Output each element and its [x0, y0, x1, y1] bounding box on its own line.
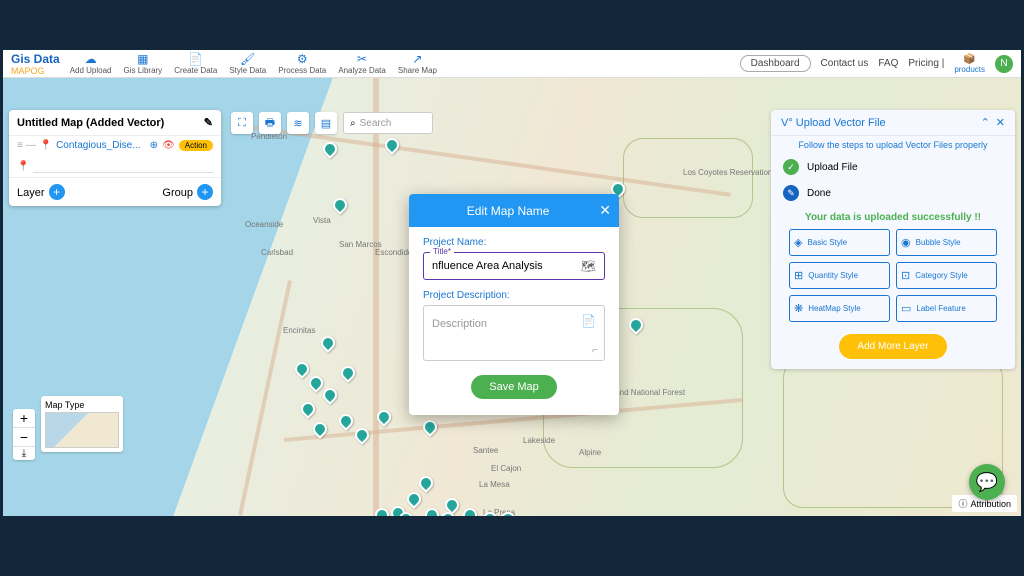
map-pin[interactable]	[330, 195, 350, 215]
place-label: El Cajon	[491, 464, 521, 473]
user-avatar[interactable]: N	[995, 55, 1013, 73]
place-label: Alpine	[579, 448, 601, 457]
fullscreen-icon[interactable]: ⛶	[231, 112, 253, 134]
place-label: Carlsbad	[261, 248, 293, 257]
zoom-control: + − ⤓	[13, 409, 35, 460]
check-icon: ✓	[783, 159, 799, 175]
collapse-icon[interactable]: ⌃	[981, 117, 990, 129]
logo: Gis Data MAPOG	[11, 52, 64, 76]
map-canvas[interactable]: PendletonOceansideVistaCarlsbadSan Marco…	[3, 78, 1021, 516]
place-label: Vista	[313, 216, 331, 225]
map-type-selector[interactable]: Map Type	[41, 396, 123, 452]
map-pin[interactable]	[320, 385, 340, 405]
modal-title: Edit Map Name	[417, 204, 599, 218]
add-group-button[interactable]: Group+	[162, 184, 213, 200]
title-input[interactable]	[432, 260, 581, 272]
top-toolbar: Gis Data MAPOG ☁Add Upload ▦Gis Library 📄C…	[3, 50, 1021, 78]
close-panel-icon[interactable]: ✕	[996, 117, 1005, 129]
visibility-icon[interactable]: 👁	[162, 140, 175, 151]
map-pin[interactable]	[420, 417, 440, 437]
action-badge[interactable]: Action	[179, 140, 213, 151]
upload-panel: V° Upload Vector File ⌃ ✕ Follow the step…	[771, 110, 1015, 369]
zoom-reset-button[interactable]: ⤓	[13, 447, 35, 460]
place-label: La Mesa	[479, 480, 510, 489]
measure-icon[interactable]: ≋	[287, 112, 309, 134]
layers-icon[interactable]: ▤	[315, 112, 337, 134]
toolbar-process-data[interactable]: ⚙Process Data	[278, 52, 326, 75]
map-pin[interactable]	[298, 399, 318, 419]
search-input[interactable]: ⌕ Search	[343, 112, 433, 134]
print-icon[interactable]: 🖶	[259, 112, 281, 134]
toolbar-share-map[interactable]: ↗Share Map	[398, 52, 437, 75]
toolbar-create-data[interactable]: 📄Create Data	[174, 52, 217, 75]
place-label: Oceanside	[245, 220, 283, 229]
style-quantity-style[interactable]: ⊞Quantity Style	[789, 262, 890, 289]
map-pin[interactable]	[404, 489, 424, 509]
title-field[interactable]: Title* 🗺	[423, 252, 605, 280]
map-pin[interactable]	[422, 505, 442, 516]
zoom-layer-icon[interactable]: ⊕	[150, 140, 158, 151]
map-pin[interactable]	[292, 359, 312, 379]
project-desc-label: Project Description:	[423, 290, 605, 301]
place-label: Los Coyotes Reservation	[683, 168, 772, 177]
document-icon: 📄	[581, 314, 596, 328]
toolbar-analyze-data[interactable]: ✂Analyze Data	[338, 52, 386, 75]
faq-link[interactable]: FAQ	[878, 58, 898, 69]
map-pin[interactable]	[352, 425, 372, 445]
dashboard-button[interactable]: Dashboard	[740, 55, 811, 72]
map-pin[interactable]	[336, 411, 356, 431]
edit-icon: ✎	[783, 185, 799, 201]
style-bubble-style[interactable]: ◉Bubble Style	[896, 229, 997, 256]
pin-icon: 📍	[17, 161, 29, 172]
map-title: Untitled Map (Added Vector)	[17, 117, 164, 129]
zoom-in-button[interactable]: +	[13, 409, 35, 428]
style-basic-style[interactable]: ◈Basic Style	[789, 229, 890, 256]
map-icon: 🗺	[581, 259, 596, 273]
layer-name[interactable]: Contagious_Dise...	[56, 140, 146, 151]
place-label: Escondido	[375, 248, 412, 257]
map-pin[interactable]	[460, 505, 480, 516]
map-toolbar: ⛶ 🖶 ≋ ▤ ⌕ Search	[231, 112, 433, 134]
add-layer-button[interactable]: Layer+	[17, 184, 65, 200]
search-icon: ⌕	[350, 118, 356, 129]
edit-map-modal: Edit Map Name ✕ Project Name: Title* 🗺 P…	[409, 194, 619, 415]
layers-panel: Untitled Map (Added Vector) ✎ ≡ — 📍 Cont…	[9, 110, 221, 206]
pin-icon: 📍	[40, 140, 52, 151]
upload-subtitle: Follow the steps to upload Vector Files …	[771, 136, 1015, 154]
chat-button[interactable]: 💬	[969, 464, 1005, 500]
map-pin[interactable]	[338, 363, 358, 383]
app-window: Gis Data MAPOG ☁Add Upload▦Gis Library📄C…	[3, 50, 1021, 516]
place-label: Encinitas	[283, 326, 315, 335]
map-pin[interactable]	[416, 473, 436, 493]
toolbar-gis-library[interactable]: ▦Gis Library	[124, 52, 163, 75]
pricing-link[interactable]: Pricing |	[908, 58, 944, 69]
style-category-style[interactable]: ⊡Category Style	[896, 262, 997, 289]
add-more-layer-button[interactable]: Add More Layer	[839, 334, 946, 359]
edit-title-icon[interactable]: ✎	[204, 116, 213, 129]
upload-panel-title: V° Upload Vector File	[781, 117, 886, 129]
toolbar-add-upload[interactable]: ☁Add Upload	[70, 52, 112, 75]
place-label: Lakeside	[523, 436, 555, 445]
map-pin[interactable]	[382, 135, 402, 155]
style-heatmap-style[interactable]: ❋HeatMap Style	[789, 295, 890, 322]
drag-handle-icon[interactable]: ≡ —	[17, 140, 36, 151]
place-label: Santee	[473, 446, 498, 455]
contact-link[interactable]: Contact us	[821, 58, 869, 69]
description-field[interactable]: Description 📄 ⌐	[423, 305, 605, 361]
save-map-button[interactable]: Save Map	[471, 375, 557, 399]
close-modal-icon[interactable]: ✕	[599, 202, 611, 219]
toolbar-style-data[interactable]: 🖌Style Data	[229, 52, 266, 75]
success-message: Your data is uploaded successfully !!	[771, 206, 1015, 229]
style-label-feature[interactable]: ▭Label Feature	[896, 295, 997, 322]
map-pin[interactable]	[318, 333, 338, 353]
zoom-out-button[interactable]: −	[13, 428, 35, 447]
map-pin[interactable]	[306, 373, 326, 393]
map-pin[interactable]	[320, 139, 340, 159]
